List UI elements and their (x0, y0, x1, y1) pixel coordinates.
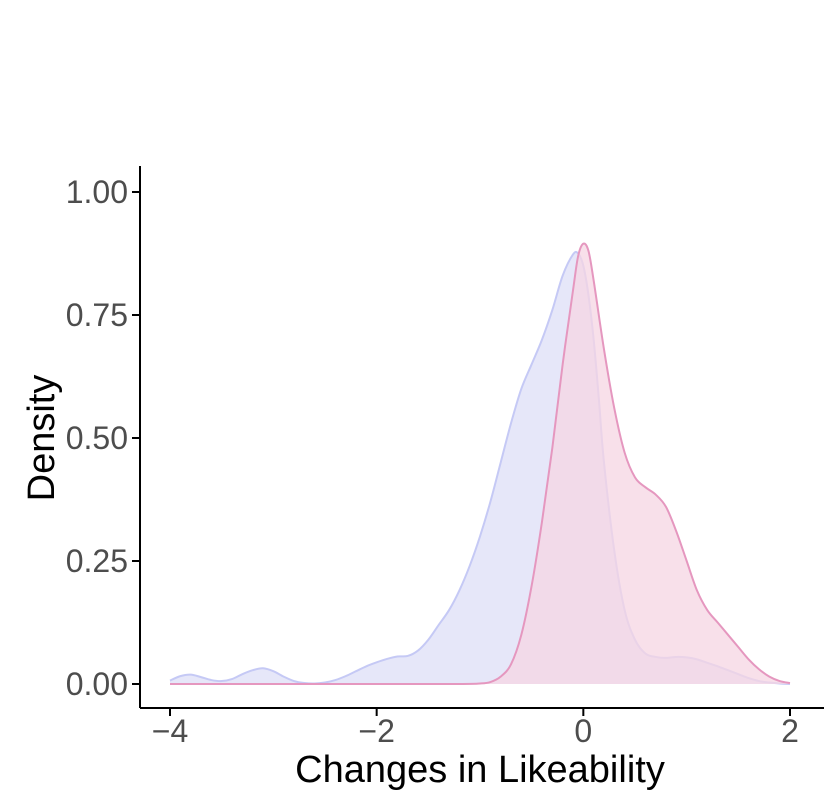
density-area-2 (170, 243, 790, 685)
x-tick-label: −4 (152, 713, 188, 749)
y-tick-label: 0.25 (66, 543, 128, 579)
y-tick-label: 0.00 (66, 666, 128, 702)
y-tick-label: 0.50 (66, 420, 128, 456)
density-area-1 (170, 251, 790, 684)
x-tick-label: 0 (574, 713, 592, 749)
y-tick-label: 0.75 (66, 297, 128, 333)
y-axis-title: Density (21, 375, 63, 502)
density-line-2 (169, 242, 791, 686)
x-axis-title: Changes in Likeability (295, 749, 665, 791)
x-tick-label: 2 (781, 713, 799, 749)
ticks-layer: 0.00 0.25 0.50 0.75 1.00 −4 −2 0 2 (66, 174, 799, 749)
x-tick-label: −2 (358, 713, 394, 749)
y-tick-label: 1.00 (66, 174, 128, 210)
series-layer (169, 242, 791, 686)
